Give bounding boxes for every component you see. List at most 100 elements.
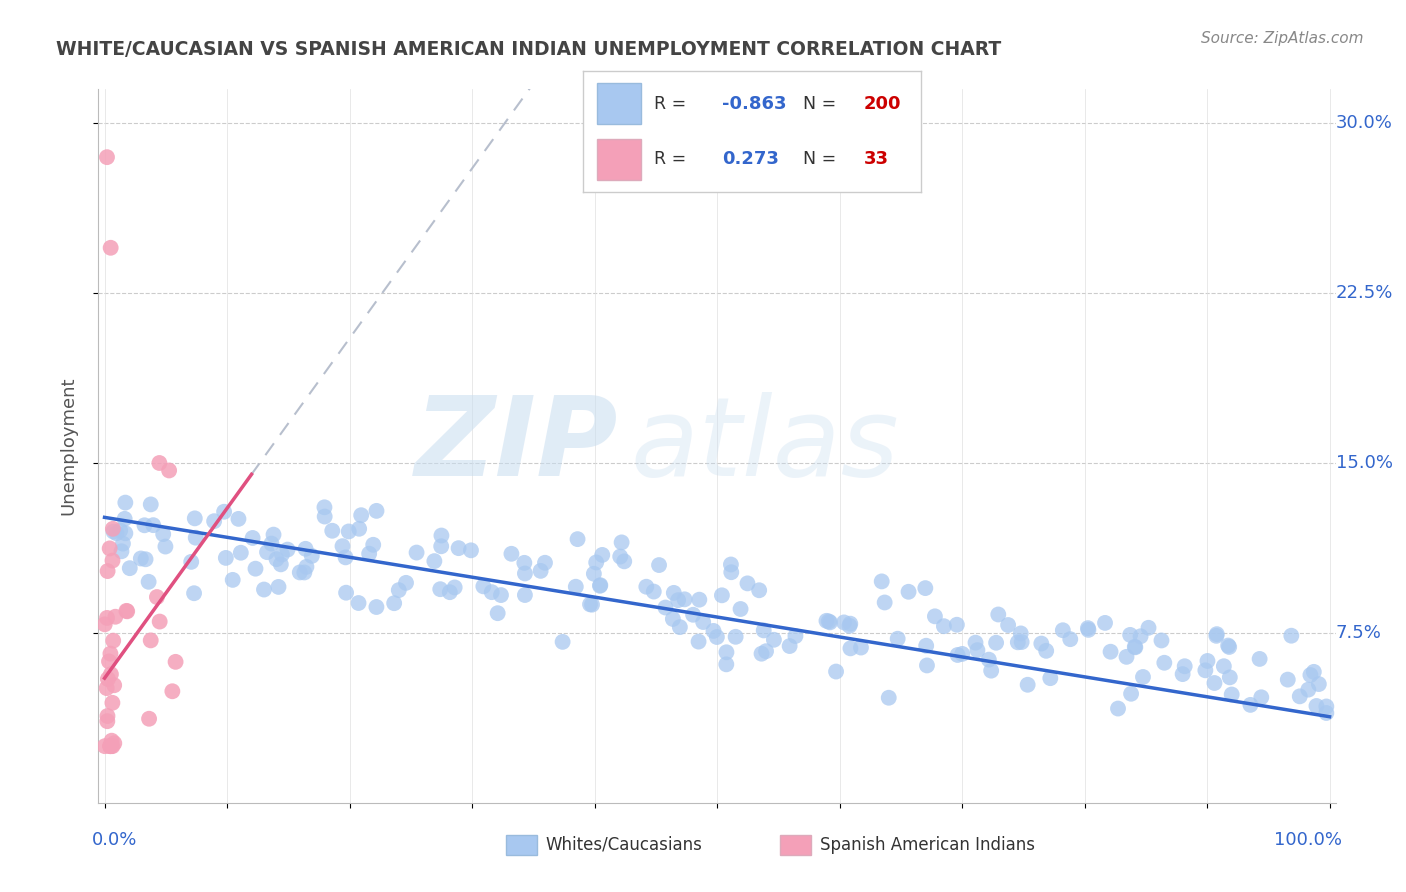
Point	[271, 548, 294, 562]
Point	[148, 456, 170, 470]
Point	[1212, 659, 1234, 673]
Point	[965, 635, 987, 649]
Text: 33: 33	[863, 150, 889, 169]
Point	[513, 566, 536, 581]
Point	[100, 739, 122, 754]
Point	[716, 645, 738, 659]
Point	[423, 554, 446, 568]
Point	[710, 588, 733, 602]
Point	[669, 620, 692, 634]
Text: Source: ZipAtlas.com: Source: ZipAtlas.com	[1201, 31, 1364, 46]
Bar	[598, 139, 641, 179]
Point	[162, 684, 184, 698]
Point	[115, 604, 138, 618]
Point	[915, 658, 938, 673]
Point	[1119, 687, 1142, 701]
Point	[501, 547, 523, 561]
Point	[1119, 628, 1142, 642]
Point	[111, 536, 134, 550]
Point	[486, 606, 509, 620]
Point	[430, 528, 453, 542]
Point	[1035, 644, 1057, 658]
Point	[785, 629, 807, 643]
Point	[388, 583, 411, 598]
Point	[832, 615, 855, 630]
Point	[1315, 706, 1337, 720]
Point	[1279, 629, 1302, 643]
Point	[138, 574, 160, 589]
Point	[94, 739, 117, 754]
Text: 0.273: 0.273	[721, 150, 779, 169]
Point	[815, 614, 838, 628]
Point	[366, 504, 388, 518]
Point	[361, 538, 384, 552]
Point	[405, 545, 427, 559]
Y-axis label: Unemployment: Unemployment	[59, 376, 77, 516]
Point	[581, 598, 603, 612]
Point	[886, 632, 908, 646]
Point	[648, 558, 671, 572]
Point	[277, 542, 299, 557]
Point	[1150, 633, 1173, 648]
Point	[636, 580, 658, 594]
Point	[481, 585, 503, 599]
Point	[242, 531, 264, 545]
Point	[460, 543, 482, 558]
Point	[104, 609, 127, 624]
Point	[839, 641, 862, 656]
Point	[184, 511, 207, 525]
Point	[152, 527, 174, 541]
Text: 0.0%: 0.0%	[93, 831, 138, 849]
Point	[98, 654, 121, 668]
Point	[1011, 635, 1033, 649]
Point	[135, 552, 157, 566]
Text: WHITE/CAUCASIAN VS SPANISH AMERICAN INDIAN UNEMPLOYMENT CORRELATION CHART: WHITE/CAUCASIAN VS SPANISH AMERICAN INDI…	[56, 40, 1001, 59]
Text: Whites/Caucasians: Whites/Caucasians	[546, 836, 703, 854]
Point	[609, 549, 631, 564]
Point	[724, 630, 747, 644]
Point	[1094, 615, 1116, 630]
Point	[839, 616, 862, 631]
Point	[1197, 654, 1219, 668]
Point	[1017, 678, 1039, 692]
Point	[688, 634, 710, 648]
Point	[1250, 690, 1272, 705]
Point	[579, 597, 602, 611]
Point	[873, 595, 896, 609]
Point	[1299, 668, 1322, 682]
Point	[103, 633, 125, 648]
Point	[294, 541, 316, 556]
Point	[1205, 627, 1227, 641]
Point	[987, 607, 1010, 622]
Point	[589, 578, 612, 592]
Point	[1249, 652, 1271, 666]
Point	[335, 550, 357, 565]
Point	[101, 553, 124, 567]
Point	[1007, 635, 1029, 649]
Point	[1302, 665, 1324, 679]
Point	[1031, 636, 1053, 650]
Text: 15.0%: 15.0%	[1336, 454, 1393, 472]
Text: 100.0%: 100.0%	[1274, 831, 1341, 849]
Point	[332, 539, 354, 553]
Point	[762, 632, 785, 647]
Point	[688, 592, 710, 607]
Point	[114, 512, 136, 526]
Point	[101, 522, 124, 536]
Point	[1115, 649, 1137, 664]
Point	[779, 639, 801, 653]
Point	[1059, 632, 1081, 647]
Point	[157, 463, 180, 477]
Point	[96, 709, 118, 723]
Point	[932, 619, 955, 633]
Point	[984, 636, 1007, 650]
Point	[897, 584, 920, 599]
Point	[100, 739, 122, 754]
Point	[720, 558, 742, 572]
Text: -0.863: -0.863	[721, 95, 786, 113]
Point	[716, 657, 738, 672]
Point	[1123, 640, 1146, 654]
Point	[682, 607, 704, 622]
Point	[447, 541, 470, 556]
Point	[222, 573, 245, 587]
